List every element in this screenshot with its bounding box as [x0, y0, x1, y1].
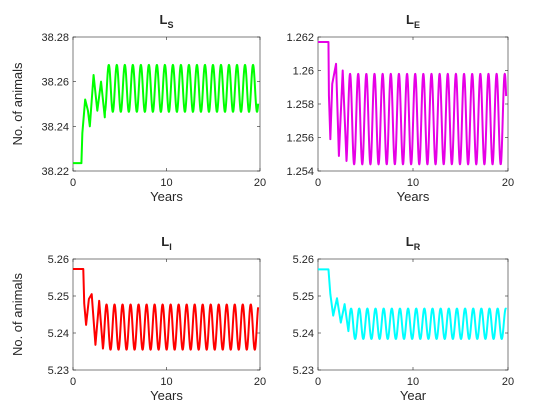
chart-title: LS — [160, 12, 174, 30]
y-tick-label: 38.22 — [41, 166, 69, 178]
x-tick-label: 10 — [407, 177, 419, 189]
y-tick-label: 1.258 — [286, 99, 314, 111]
x-tick-label: 10 — [160, 177, 172, 189]
y-tick-label: 38.26 — [41, 77, 69, 89]
y-tick-label: 5.24 — [293, 328, 314, 340]
x-tick-label: 20 — [254, 177, 266, 189]
chart-title-subscript: I — [169, 242, 172, 252]
y-tick-label: 5.26 — [48, 254, 69, 266]
x-tick-label: 10 — [160, 376, 172, 388]
x-tick-label: 0 — [70, 376, 76, 388]
y-tick-label: 5.25 — [293, 291, 314, 303]
y-tick-label: 1.26 — [293, 66, 314, 78]
series-line — [73, 267, 260, 351]
x-axis-label: Year — [400, 388, 427, 403]
chart-title-main: L — [406, 234, 414, 249]
subplot-4: 0 10 20 5.23 5.24 5.25 5.26 Year LR — [293, 234, 515, 403]
y-tick-label: 5.26 — [293, 254, 314, 266]
chart-title-main: L — [406, 12, 414, 27]
x-tick-label: 20 — [254, 376, 266, 388]
x-tick-label: 20 — [502, 376, 514, 388]
y-tick-label: 1.256 — [286, 133, 314, 145]
y-tick-label: 38.28 — [41, 32, 69, 44]
chart-title-subscript: R — [414, 242, 421, 252]
x-axis-label: Years — [397, 189, 430, 204]
series-line — [318, 268, 507, 340]
subplot-1: 0 10 20 38.22 38.24 38.26 38.28 Years No. of ani… — [10, 12, 266, 204]
y-tick-label: 5.23 — [293, 365, 314, 377]
chart-title-subscript: E — [414, 20, 420, 30]
chart-title-subscript: S — [167, 20, 173, 30]
x-tick-label: 0 — [315, 177, 321, 189]
y-axis-label: No. of animals — [10, 62, 25, 146]
y-tick-label: 1.254 — [286, 166, 314, 178]
chart-title-main: L — [161, 234, 169, 249]
y-axis-label: No. of animals — [10, 272, 25, 356]
subplot-3: 0 10 20 5.23 5.24 5.25 5.26 Years No. of animals… — [10, 234, 266, 403]
y-tick-label: 1.262 — [286, 32, 314, 44]
chart-title: LR — [406, 234, 421, 252]
x-tick-label: 0 — [315, 376, 321, 388]
y-tick-label: 5.25 — [48, 291, 69, 303]
x-tick-label: 20 — [502, 177, 514, 189]
x-tick-label: 0 — [70, 177, 76, 189]
x-axis-label: Years — [150, 388, 183, 403]
y-tick-label: 5.23 — [48, 365, 69, 377]
chart-title-main: L — [160, 12, 168, 27]
y-tick-label: 38.24 — [41, 121, 69, 133]
series-line — [318, 41, 508, 166]
subplot-2: 0 10 20 1.254 1.256 1.258 1.26 1.262 Years LE — [286, 12, 514, 204]
chart-title: LI — [161, 234, 171, 252]
series-line — [73, 63, 260, 165]
chart-title: LE — [406, 12, 420, 30]
x-axis-label: Years — [150, 189, 183, 204]
y-tick-label: 5.24 — [48, 328, 69, 340]
x-tick-label: 10 — [407, 376, 419, 388]
